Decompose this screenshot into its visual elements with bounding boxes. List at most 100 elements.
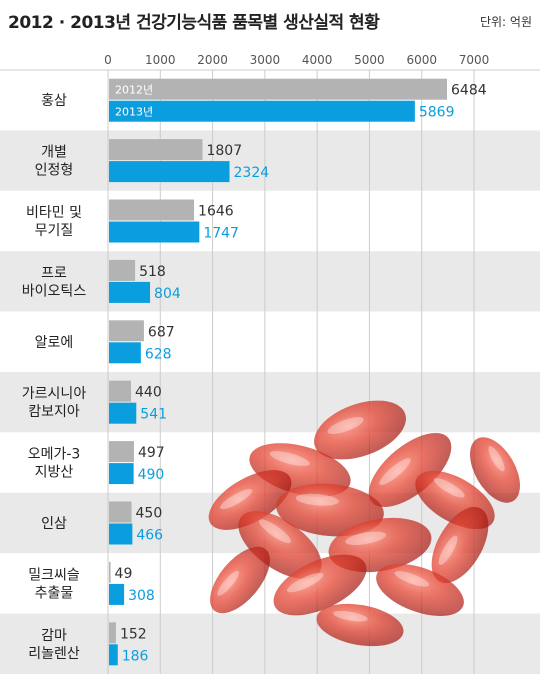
row-band (0, 251, 540, 312)
row-band (0, 613, 540, 674)
category-label: 인정형 (35, 163, 74, 179)
x-tick-label: 7000 (459, 53, 490, 67)
bar-2013 (109, 221, 200, 243)
capsule-highlight (379, 458, 411, 486)
category-label: 지방산 (35, 465, 74, 481)
bar-2013 (109, 463, 134, 485)
capsule-shape (276, 483, 384, 537)
category-label: 비타민 및 (26, 205, 82, 221)
bar-2013 (109, 402, 137, 424)
category-label: 인삼 (41, 516, 67, 532)
unit-label: 단위: 억원 (479, 15, 532, 29)
bar-value-label: 186 (122, 648, 149, 664)
bar-2012 (109, 139, 203, 161)
capsule-shape (210, 546, 270, 614)
capsule-highlight (217, 570, 240, 596)
legend-label: 2013년 (115, 106, 153, 119)
capsule-highlight (394, 571, 430, 587)
category-label: 바이오틱스 (22, 283, 87, 299)
bar-value-label: 466 (136, 528, 163, 544)
capsule-highlight (488, 446, 505, 472)
capsule-highlight (433, 478, 465, 498)
capsule-shape (208, 470, 292, 530)
bar-value-label: 2324 (234, 165, 270, 181)
bar-value-label: 1807 (206, 143, 242, 159)
bar-value-label: 308 (128, 588, 155, 604)
bar-2012 (109, 622, 116, 644)
legend-label: 2012년 (115, 84, 153, 97)
x-tick-label: 4000 (302, 53, 333, 67)
bar-2013 (109, 644, 118, 666)
category-label: 추출물 (35, 585, 74, 601)
x-tick-label: 1000 (145, 53, 176, 67)
bar-value-label: 1646 (198, 204, 234, 220)
category-label: 리놀렌산 (28, 646, 80, 662)
capsule-highlight (269, 451, 310, 466)
bar-value-label: 6484 (451, 83, 487, 99)
row-band (0, 190, 540, 252)
bar-2012 (109, 380, 132, 402)
category-label: 가르시니아 (22, 386, 87, 402)
bar-value-label: 490 (138, 467, 165, 483)
capsule-shape (273, 554, 367, 616)
category-label: 밀크씨슬 (28, 567, 80, 583)
bar-2013 (109, 583, 125, 605)
bar-2013 (109, 161, 230, 183)
bar-value-label: 440 (135, 385, 162, 401)
bar-value-label: 541 (140, 407, 167, 423)
bar-value-label: 49 (115, 566, 133, 582)
category-label: 오메가-3 (28, 447, 81, 463)
bar-2012 (109, 561, 111, 583)
row-band (0, 311, 540, 372)
category-label: 알로에 (35, 335, 74, 351)
capsule-highlight (258, 519, 292, 544)
x-tick-label: 3000 (250, 53, 281, 67)
bar-value-label: 497 (138, 445, 165, 461)
capsule-shape (431, 507, 489, 583)
category-label: 홍삼 (41, 93, 67, 109)
row-band (0, 130, 540, 191)
bar-value-label: 152 (120, 626, 147, 642)
capsule-highlight (438, 535, 458, 565)
x-tick-label: 2000 (197, 53, 228, 67)
capsule-shape (368, 432, 452, 508)
capsule-shape (376, 564, 464, 616)
bar-2013 (109, 281, 151, 303)
bar-value-label: 628 (145, 346, 172, 362)
bar-2013 (109, 100, 415, 122)
row-band (0, 372, 540, 433)
category-label: 무기질 (35, 223, 74, 239)
capsule-shape (470, 437, 520, 503)
bar-value-label: 1747 (203, 226, 239, 242)
capsule-highlight (286, 572, 324, 593)
bar-2012 (109, 78, 448, 100)
chart-title: 2012 · 2013년 건강기능식품 품목별 생산실적 현황 (8, 13, 380, 33)
capsule-shape (238, 511, 322, 579)
capsule-highlight (295, 493, 339, 506)
bar-2012 (109, 501, 132, 523)
bar-value-label: 450 (136, 506, 163, 522)
capsules-illustration (208, 400, 520, 647)
bar-2013 (109, 342, 141, 364)
bar-value-label: 518 (139, 264, 166, 280)
capsule-shape (314, 400, 406, 460)
bar-value-label: 687 (148, 324, 175, 340)
capsule-highlight (327, 417, 364, 435)
bar-value-label: 804 (154, 286, 181, 302)
bar-2012 (109, 199, 195, 221)
category-label: 캄보지아 (28, 404, 80, 420)
capsule-highlight (333, 610, 368, 622)
capsule-highlight (220, 488, 253, 510)
x-tick-label: 6000 (406, 53, 437, 67)
bar-2012 (109, 441, 134, 463)
category-label: 프로 (41, 265, 67, 281)
bar-2012 (109, 320, 144, 342)
category-label: 개별 (41, 145, 67, 161)
x-tick-label: 5000 (354, 53, 385, 67)
category-label: 감마 (41, 628, 67, 644)
bar-value-label: 5869 (419, 105, 455, 121)
x-tick-label: 0 (104, 53, 112, 67)
bar-2013 (109, 523, 133, 545)
bar-2012 (109, 259, 136, 281)
